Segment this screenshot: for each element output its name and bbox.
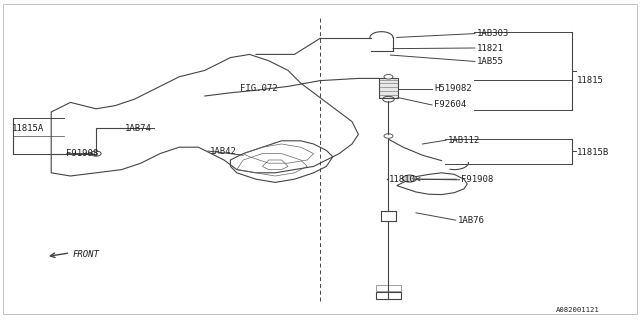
Circle shape <box>91 151 101 156</box>
Text: 11815: 11815 <box>577 76 604 84</box>
Text: 1AB112: 1AB112 <box>448 136 480 145</box>
Circle shape <box>384 134 393 138</box>
Text: 1AB76: 1AB76 <box>458 216 484 225</box>
Text: F91908: F91908 <box>66 149 98 158</box>
Text: 11810: 11810 <box>389 175 416 184</box>
Text: H519082: H519082 <box>434 84 472 93</box>
Text: FIG.072: FIG.072 <box>240 84 278 93</box>
Text: F92604: F92604 <box>434 100 466 109</box>
FancyBboxPatch shape <box>379 78 398 98</box>
Circle shape <box>384 75 393 79</box>
Text: 1AB42: 1AB42 <box>210 147 237 156</box>
Text: 11815A: 11815A <box>12 124 44 132</box>
Text: FRONT: FRONT <box>72 250 99 259</box>
Text: 11821: 11821 <box>477 44 504 52</box>
Circle shape <box>403 175 417 182</box>
Text: 11815B: 11815B <box>577 148 609 156</box>
Text: 1AB74: 1AB74 <box>125 124 152 132</box>
Text: 1AB303: 1AB303 <box>477 29 509 38</box>
Text: 1AB55: 1AB55 <box>477 57 504 66</box>
Text: F91908: F91908 <box>461 175 493 184</box>
Text: A082001121: A082001121 <box>556 307 599 313</box>
